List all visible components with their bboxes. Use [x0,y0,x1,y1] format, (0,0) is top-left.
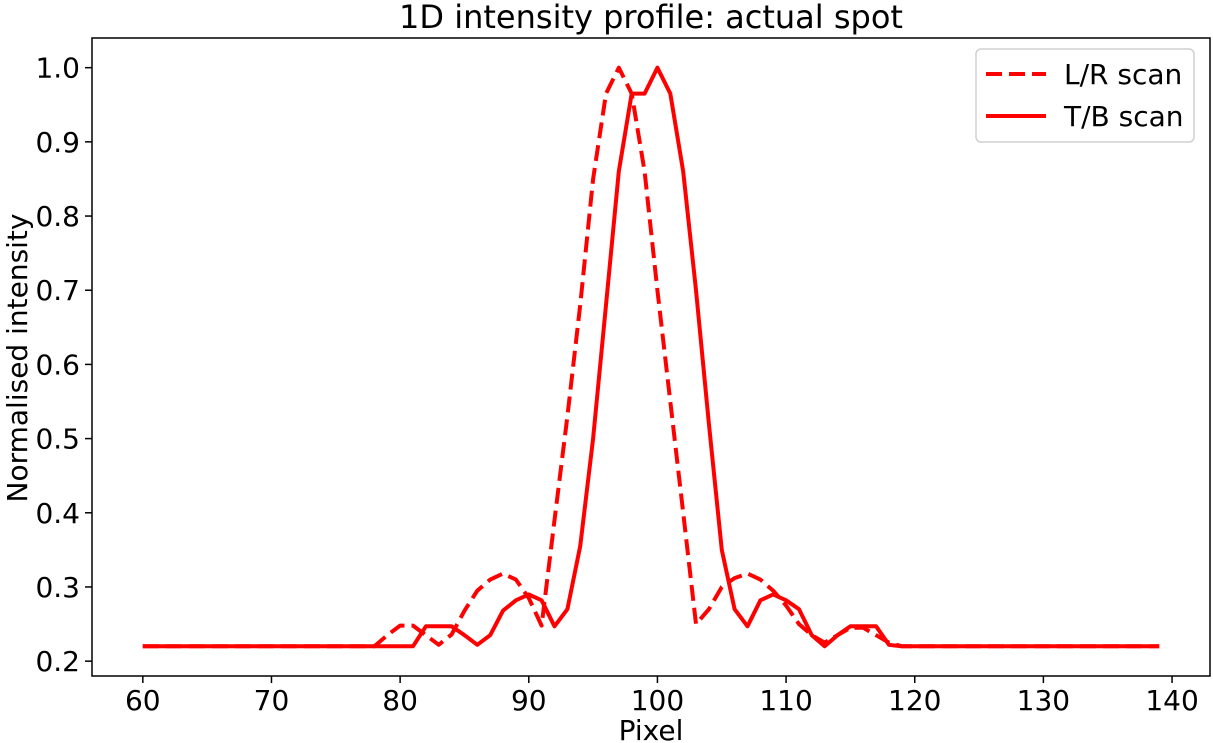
y-tick-label: 0.9 [35,126,80,159]
legend-label-tb: T/B scan [1063,100,1184,133]
series-line-lr-scan [142,65,1160,649]
y-tick-label: 0.8 [35,200,80,233]
y-tick-label: 0.3 [35,571,80,604]
x-tick-label: 110 [759,684,812,717]
y-tick-label: 0.7 [35,274,80,307]
y-tick-label: 1.0 [35,52,80,85]
x-tick-label: 120 [888,684,941,717]
y-tick-label: 0.4 [35,497,80,530]
legend-label-lr: L/R scan [1064,58,1182,91]
x-tick-label: 100 [631,684,684,717]
y-axis-label: Normalised intensity [1,214,34,503]
x-tick-label: 70 [254,684,290,717]
series-layer [142,65,1160,649]
y-tick-label: 0.5 [35,423,80,456]
legend-box [975,48,1195,143]
legend: L/R scan T/B scan [975,48,1195,143]
chart-title: 1D intensity profile: actual spot [399,0,903,36]
ticks-layer: 60 70 80 90 100 110 120 130 140 0.2 0.3 0.4 0.5 0.6 0.… [35,52,1198,717]
plot-frame [91,37,1211,677]
x-tick-label: 90 [511,684,547,717]
x-tick-label: 140 [1145,684,1198,717]
x-tick-label: 130 [1017,684,1070,717]
series-line-tb-scan [142,65,1160,649]
y-tick-label: 0.6 [35,348,80,381]
x-axis-label: Pixel [619,714,684,743]
x-tick-label: 80 [382,684,418,717]
x-tick-label: 60 [125,684,161,717]
y-tick-label: 0.2 [35,645,80,678]
